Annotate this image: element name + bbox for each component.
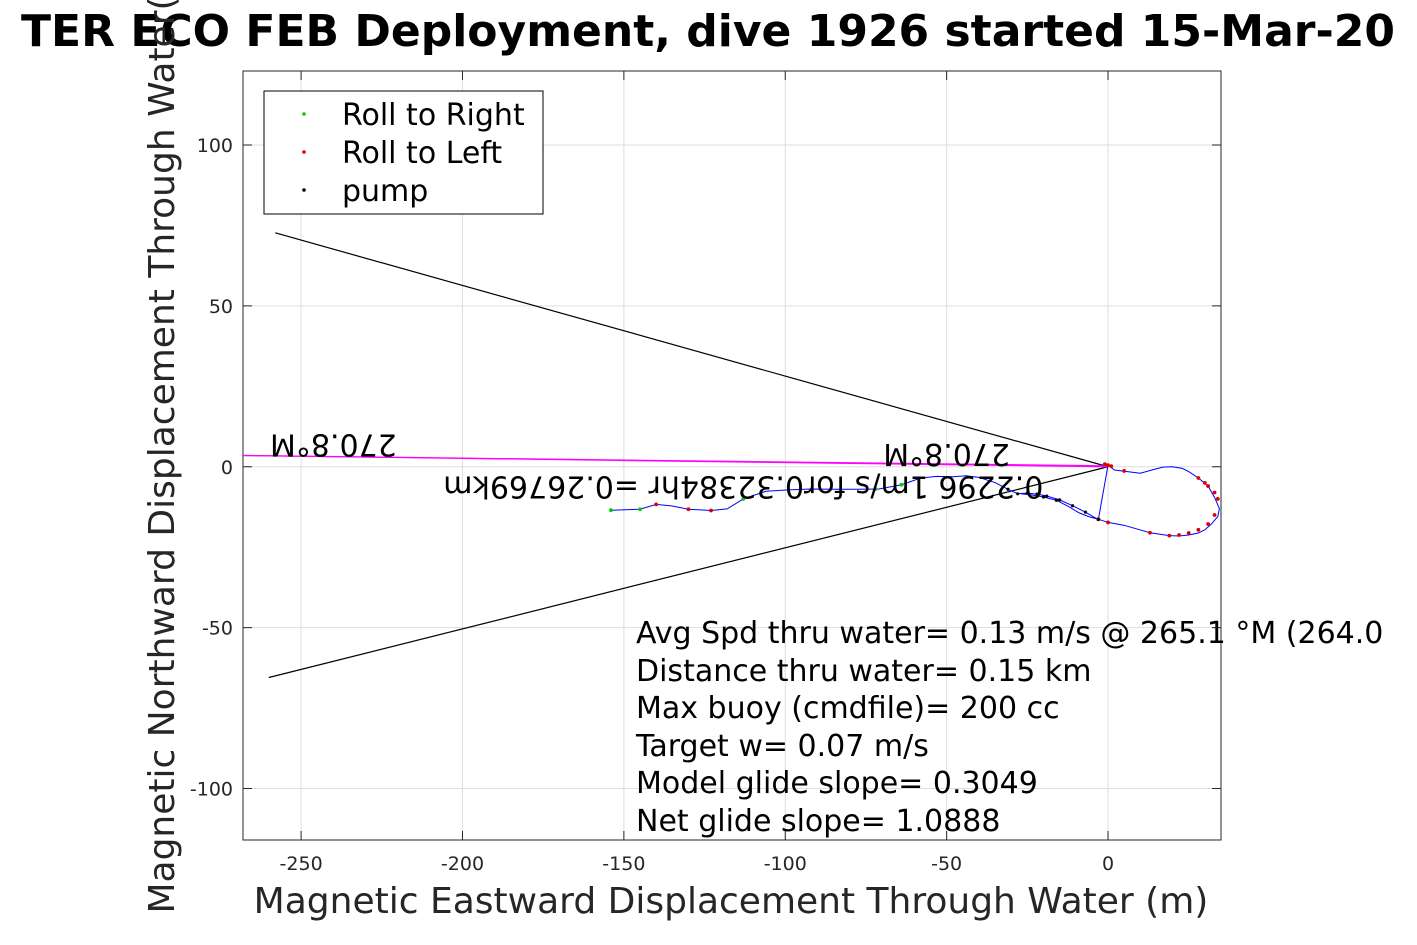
roll-right-point: [609, 508, 613, 513]
y-tick-label: -50: [202, 618, 233, 640]
summary-line: Target w= 0.07 m/s: [635, 729, 929, 764]
y-tick-label: 0: [221, 457, 233, 479]
legend-label-pump: pump: [342, 174, 428, 209]
summary-line: Model glide slope= 0.3049: [636, 766, 1038, 801]
legend-marker-roll-left: [302, 150, 306, 154]
pump-point: [1096, 517, 1100, 522]
legend-marker-roll-right: [302, 112, 306, 116]
current-vector-line: [242, 454, 1109, 467]
roll-left-point: [1215, 497, 1220, 501]
roll-left-point: [654, 502, 659, 507]
roll-left-point: [1196, 527, 1201, 532]
x-tick-label: -100: [764, 853, 807, 875]
pump-point: [1058, 498, 1062, 502]
legend-box: [263, 90, 544, 215]
summary-line: Max buoy (cmdfile)= 200 cc: [636, 691, 1060, 726]
roll-left-point: [1177, 533, 1181, 537]
y-axis-label: Magnetic Northward Displacement Through …: [142, 0, 183, 914]
roll-left-point: [1106, 463, 1110, 468]
roll-left-point: [1212, 490, 1217, 495]
pump-point: [1016, 492, 1020, 496]
roll-left-point: [1109, 464, 1114, 469]
legend-label-roll-left: Roll to Left: [342, 136, 502, 171]
roll-right-point: [638, 507, 642, 512]
pump-point: [1035, 492, 1039, 496]
x-axis-label: Magnetic Eastward Displacement Through W…: [254, 881, 1209, 922]
summary-line: Distance thru water= 0.15 km: [636, 654, 1091, 689]
y-tick-label: 100: [197, 135, 233, 157]
heading-label: 0.2296 1m/s for0.32384hr =0.26769km: [443, 468, 1043, 503]
chart-title: TER ECO FEB Deployment, dive 1926 starte…: [21, 6, 1395, 57]
dive-summary: Avg Spd thru water= 0.13 m/s @ 265.1 °M …: [635, 616, 1383, 839]
heading-wedge-line: [275, 232, 1109, 468]
y-tick-label: 50: [209, 296, 233, 318]
data-layer: 270.8°M0.2296 1m/s for0.32384hr =0.26769…: [242, 232, 1220, 679]
pump-point: [1045, 494, 1049, 498]
roll-left-point: [1196, 476, 1201, 480]
pump-point: [1054, 498, 1058, 502]
roll-left-point: [1202, 480, 1207, 485]
pump-point: [1025, 491, 1029, 495]
roll-left-point: [1167, 533, 1172, 538]
roll-left-point: [1102, 462, 1107, 467]
pump-point: [1070, 504, 1075, 508]
x-tick-label: -150: [602, 853, 645, 875]
heading-wedge-line: [268, 466, 1109, 679]
roll-right-point: [899, 482, 904, 487]
summary-line: Net glide slope= 1.0888: [636, 804, 1000, 839]
roll-left-point: [1206, 522, 1210, 526]
legend-marker-pump: [302, 188, 306, 192]
roll-left-point: [1186, 531, 1191, 535]
roll-left-point: [1212, 513, 1217, 517]
x-tick-label: 0: [1102, 853, 1114, 875]
heading-label: 270.8°M: [883, 436, 1010, 471]
roll-left-point: [1106, 520, 1110, 525]
roll-left-point: [709, 508, 713, 513]
pump-point: [1041, 495, 1046, 499]
roll-left-point: [1206, 484, 1210, 488]
roll-left-point: [1122, 469, 1127, 473]
legend: Roll to Right Roll to Left pump: [263, 90, 544, 215]
heading-label: 270.8°M: [270, 427, 397, 462]
x-tick-label: -200: [441, 853, 484, 875]
roll-left-point: [686, 507, 691, 512]
pump-point: [1083, 510, 1088, 514]
x-tick-label: -50: [931, 853, 962, 875]
roll-left-point: [1148, 530, 1152, 535]
legend-label-roll-right: Roll to Right: [342, 98, 525, 133]
y-tick-label: -100: [190, 779, 233, 801]
axis-ticks: -250 -200 -150 -100 -50 0 -100 -50 0 50 100: [190, 71, 1221, 875]
summary-line: Avg Spd thru water= 0.13 m/s @ 265.1 °M …: [636, 616, 1383, 651]
roll-right-point: [741, 497, 746, 501]
roll-right-point: [873, 487, 878, 491]
pump-point: [1006, 487, 1010, 491]
x-tick-label: -250: [280, 853, 323, 875]
